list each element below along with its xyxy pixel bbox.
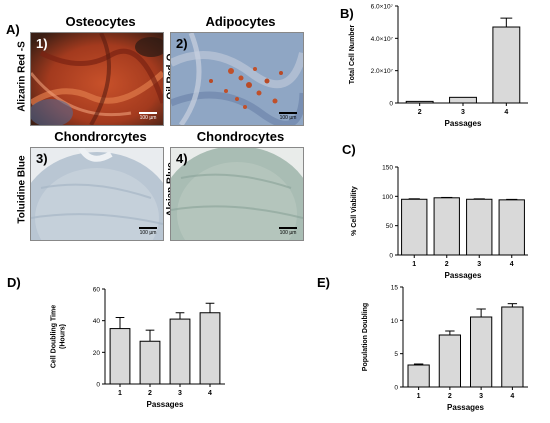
bar (139, 340, 161, 385)
x-axis-label: Passages (147, 400, 184, 409)
y-tick-label: 0 (96, 382, 100, 389)
chart-d-cell-doubling-time: D) 0 20 40 60 1 2 3 4 Passages Cell Doubling Time(… (7, 275, 225, 409)
chart-c-cell-viability: C) 0 50 100 150 1 2 3 4 Passages % Cell Viability (342, 142, 528, 280)
scale-bar-1: 100 µm (139, 112, 157, 121)
chart-b-total-cell-number: B) 0 2.0×10⁷ 4.0×10⁷ 6.0×10⁷ 2 3 4 Passages Total… (340, 4, 528, 128)
toluidine-stain-label: Toluidine Blue (16, 155, 28, 224)
image-number-2: 2) (176, 36, 188, 51)
alcian-image (171, 148, 303, 240)
x-axis-label: Passages (445, 119, 482, 128)
x-tick-label: 2 (445, 261, 449, 268)
bar (109, 328, 131, 385)
alizarin-stain-label: Alizarin Red -S (16, 41, 28, 112)
y-tick-label: 60 (93, 287, 101, 294)
bar (501, 306, 524, 388)
x-tick-label: 2 (148, 390, 152, 397)
y-axis-label: % Cell Viability (351, 186, 358, 236)
bar (438, 334, 461, 388)
bar (470, 316, 493, 388)
bar (433, 197, 460, 256)
y-axis-label: (Hours) (60, 324, 67, 349)
x-axis-label: Passages (445, 271, 482, 280)
x-tick-label: 2 (448, 393, 452, 400)
bar (401, 198, 428, 256)
panel-letter: E) (317, 275, 330, 290)
y-tick-label: 4.0×10⁷ (371, 36, 394, 43)
bar (169, 318, 191, 385)
y-tick-label: 15 (391, 285, 399, 292)
y-tick-label: 150 (382, 165, 393, 172)
adipocytes-title: Adipocytes (205, 14, 276, 29)
adipocytes-micrograph: 2) 100 µm (170, 32, 304, 126)
y-axis-label: Total Cell Number (349, 25, 356, 85)
x-tick-label: 1 (417, 393, 421, 400)
x-tick-label: 1 (118, 390, 122, 397)
chart-e-population-doubling: E) 0 5 10 15 1 2 3 4 Passages Population Doubling (317, 275, 528, 412)
image-number-4: 4) (176, 151, 188, 166)
bar (498, 199, 525, 256)
image-number-3: 3) (36, 151, 48, 166)
bar (449, 96, 477, 104)
panel-a-letter: A) (6, 22, 20, 37)
toluidine-micrograph: 3) 100 µm (30, 147, 164, 241)
x-tick-label: 4 (510, 261, 514, 268)
y-tick-label: 0 (394, 385, 398, 392)
y-tick-label: 40 (93, 318, 101, 325)
x-tick-label: 1 (412, 261, 416, 268)
y-tick-label: 10 (391, 318, 399, 325)
panel-letter: D) (7, 275, 21, 290)
alcian-micrograph: 4) 100 µm (170, 147, 304, 241)
bar (492, 26, 521, 104)
scale-bar-3: 100 µm (139, 227, 157, 236)
bar (466, 198, 493, 256)
y-tick-label: 6.0×10⁷ (371, 4, 394, 11)
y-tick-label: 50 (386, 223, 394, 230)
bar (405, 100, 434, 104)
y-tick-label: 100 (382, 194, 393, 201)
panel-letter: C) (342, 142, 356, 157)
y-tick-label: 0 (389, 253, 393, 260)
x-tick-label: 3 (178, 390, 182, 397)
chondrorcytes-title: Chondrorcytes (54, 129, 147, 144)
x-axis-label: Passages (447, 403, 484, 412)
scale-bar-4: 100 µm (279, 227, 297, 236)
y-tick-label: 2.0×10⁷ (371, 68, 394, 75)
x-tick-label: 3 (461, 109, 465, 116)
osteocytes-image (31, 33, 163, 125)
y-tick-label: 0 (389, 101, 393, 108)
bar (199, 312, 221, 385)
x-tick-label: 2 (418, 109, 422, 116)
x-tick-label: 3 (477, 261, 481, 268)
x-tick-label: 4 (510, 393, 514, 400)
x-tick-label: 4 (504, 109, 508, 116)
adipocytes-image (171, 33, 303, 125)
osteocytes-title: Osteocytes (65, 14, 136, 29)
x-tick-label: 4 (208, 390, 212, 397)
y-tick-label: 5 (394, 351, 398, 358)
bar (407, 364, 430, 388)
x-tick-label: 3 (479, 393, 483, 400)
y-tick-label: 20 (93, 350, 101, 357)
y-axis-label: Population Doubling (362, 303, 369, 371)
toluidine-image (31, 148, 163, 240)
y-axis-label: Cell Doubling Time (51, 305, 58, 368)
panel-letter: B) (340, 6, 354, 21)
scale-bar-2: 100 µm (279, 112, 297, 121)
chondrocytes-title: Chondrocytes (196, 129, 285, 144)
image-number-1: 1) (36, 36, 48, 51)
osteocytes-micrograph: 1) 100 µm (30, 32, 164, 126)
